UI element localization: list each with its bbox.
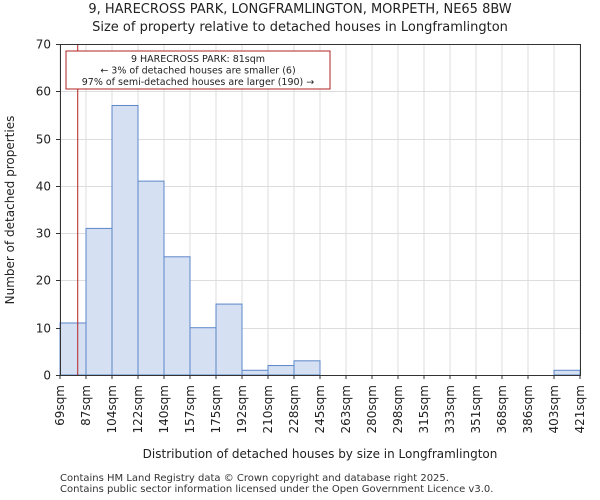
chart-subtitle: Size of property relative to detached ho…	[92, 20, 508, 35]
histogram-bar	[241, 369, 269, 376]
histogram-bar	[553, 369, 581, 376]
x-tick-label: 403sqm	[547, 385, 561, 433]
histogram-bar	[111, 104, 139, 376]
x-tick-label: 368sqm	[495, 385, 509, 433]
x-ticks: 69sqm 87sqm 104sqm 122sqm 140sqm 157sqm 175sqm…	[53, 375, 587, 433]
y-tick-label: 10	[36, 322, 51, 336]
x-tick-label: 421sqm	[573, 385, 587, 433]
annotation-larger: 97% of semi-detached houses are larger (…	[82, 77, 315, 88]
y-tick-label: 0	[43, 369, 51, 383]
x-tick-label: 69sqm	[53, 385, 67, 426]
histogram-bar	[267, 365, 295, 376]
footer-copyright: Contains HM Land Registry data © Crown c…	[60, 473, 449, 484]
annotation-box: 9 HARECROSS PARK: 81sqm← 3% of detached …	[65, 50, 331, 90]
annotation-frame	[65, 50, 331, 90]
footer-licence: Contains public sector information licen…	[60, 484, 494, 495]
x-tick-label: 298sqm	[391, 385, 405, 433]
y-tick-label: 60	[36, 85, 51, 99]
x-tick-label: 87sqm	[79, 385, 93, 426]
histogram-bar	[163, 256, 191, 376]
chart-title-address: 9, HARECROSS PARK, LONGFRAMLINGTON, MORP…	[88, 2, 512, 17]
x-tick-label: 333sqm	[443, 385, 457, 433]
histogram-bar	[59, 322, 87, 376]
x-tick-label: 122sqm	[131, 385, 145, 433]
x-tick-label: 228sqm	[287, 385, 301, 433]
y-ticks: 0 10 20 30 40 50 60 70	[36, 38, 60, 383]
annotation-smaller: ← 3% of detached houses are smaller (6)	[100, 66, 295, 77]
x-tick-label: 104sqm	[105, 385, 119, 433]
x-tick-label: 210sqm	[261, 385, 275, 433]
y-tick-label: 50	[36, 133, 51, 147]
histogram-bar	[215, 303, 243, 376]
x-tick-label: 263sqm	[339, 385, 353, 433]
histogram-bar	[189, 327, 217, 376]
x-tick-label: 386sqm	[521, 385, 535, 433]
x-tick-label: 245sqm	[313, 385, 327, 433]
x-tick-label: 192sqm	[235, 385, 249, 433]
bars	[59, 104, 581, 376]
y-tick-label: 20	[36, 274, 51, 288]
y-tick-label: 30	[36, 227, 51, 241]
x-tick-label: 175sqm	[209, 385, 223, 433]
histogram-bar	[85, 227, 113, 376]
x-tick-label: 140sqm	[157, 385, 171, 433]
histogram-chart: 0 10 20 30 40 50 60 70 69sqm 87sqm 104sqm 122sqm 14…	[3, 38, 587, 462]
x-axis-label: Distribution of detached houses by size …	[143, 447, 498, 461]
annotation-title: 9 HARECROSS PARK: 81sqm	[131, 54, 265, 65]
x-tick-label: 315sqm	[417, 385, 431, 433]
x-tick-label: 280sqm	[365, 385, 379, 433]
x-tick-label: 351sqm	[469, 385, 483, 433]
y-tick-label: 70	[36, 38, 51, 52]
histogram-bar	[293, 360, 321, 376]
x-tick-label: 157sqm	[183, 385, 197, 433]
histogram-bar	[137, 180, 165, 376]
y-tick-label: 40	[36, 180, 51, 194]
y-axis-label: Number of detached properties	[3, 116, 17, 305]
